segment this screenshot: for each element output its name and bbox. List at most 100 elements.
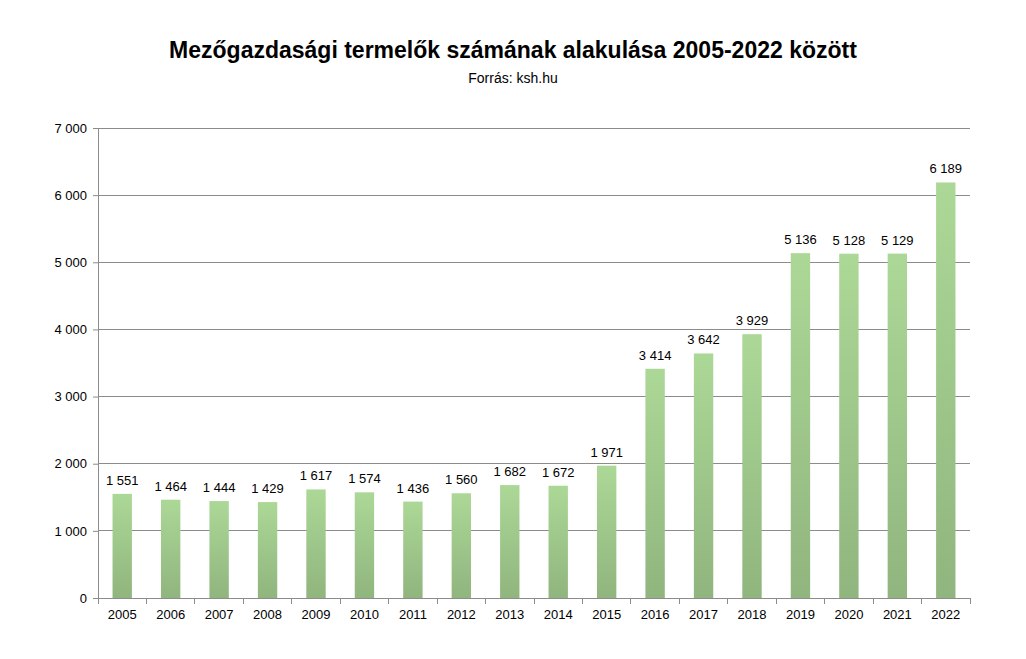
x-tick: 2018 [738,598,767,622]
y-tick-mark [93,598,98,599]
data-label: 1 444 [203,480,236,495]
title: Mezőgazdasági termelők számának alakulás… [169,37,857,63]
bar [403,502,422,598]
data-label: 1 617 [300,468,333,483]
x-tick-label: 2018 [738,607,767,622]
data-label: 3 414 [639,348,672,363]
x-tick-label: 2011 [399,607,427,622]
category-separator [534,598,535,604]
x-tick-label: 2022 [931,607,960,622]
x-tick-label: 2019 [786,607,815,622]
category-separator [388,598,389,604]
y-tick: 4 000 [54,322,98,337]
bar [742,334,761,598]
x-tick: 2011 [399,598,427,622]
category-separator [970,598,971,604]
category-separator [921,598,922,604]
x-tick-label: 2017 [689,607,718,622]
y-tick-label: 7 000 [54,121,87,136]
data-label: 1 682 [494,464,527,479]
data-label: 1 560 [445,472,478,487]
bar [306,489,325,598]
y-tick-mark [93,397,98,398]
category-separator [291,598,292,604]
x-tick-label: 2021 [883,607,912,622]
x-tick: 2012 [447,598,476,622]
category-separator [679,598,680,604]
y-tick-label: 3 000 [54,389,87,404]
y-tick-mark [93,128,98,129]
bar [645,369,664,598]
data-label: 1 436 [397,481,430,496]
data-label: 3 929 [736,313,769,328]
x-tick: 2014 [544,598,573,622]
bar [113,494,132,598]
x-tick: 2020 [834,598,863,622]
category-separator [146,598,147,604]
x-tick-label: 2007 [205,607,234,622]
category-separator [485,598,486,604]
x-tick-label: 2013 [495,607,524,622]
category-separator [340,598,341,604]
x-tick: 2019 [786,598,815,622]
data-label: 1 551 [106,473,139,488]
x-tick-label: 2020 [834,607,863,622]
category-separator [630,598,631,604]
data-label: 1 971 [590,445,623,460]
data-label: 5 136 [784,232,817,247]
x-tick: 2013 [495,598,524,622]
x-tick: 2010 [350,598,379,622]
x-tick: 2006 [156,598,185,622]
y-tick-mark [93,195,98,196]
grid-line [98,128,970,129]
data-label: 1 464 [154,479,187,494]
x-tick-label: 2016 [641,607,670,622]
x-tick-label: 2006 [156,607,185,622]
x-tick-label: 2012 [447,607,476,622]
y-tick: 6 000 [54,188,98,203]
category-separator [243,598,244,604]
bar [936,182,955,598]
x-tick: 2007 [205,598,234,622]
grid-line [98,195,970,196]
x-tick-label: 2014 [544,607,573,622]
x-tick: 2015 [592,598,621,622]
y-tick-label: 4 000 [54,322,87,337]
data-label: 1 429 [251,481,284,496]
bars [113,182,956,598]
x-tick: 2016 [641,598,670,622]
chart: Mezőgazdasági termelők számának alakulás… [0,0,1026,659]
y-tick: 2 000 [54,456,98,471]
data-label: 3 642 [687,332,720,347]
bar [258,502,277,598]
x-tick-label: 2005 [108,607,137,622]
y-tick-label: 2 000 [54,456,87,471]
data-label: 6 189 [930,161,963,176]
bar [888,254,907,598]
y-axis: 01 0002 0003 0004 0005 0006 0007 000 [54,121,98,606]
bar [694,353,713,598]
y-tick-mark [93,464,98,465]
category-separator [98,598,99,604]
x-tick: 2005 [108,598,137,622]
bar [839,254,858,598]
y-tick-label: 5 000 [54,255,87,270]
x-tick: 2017 [689,598,718,622]
y-tick-mark [93,262,98,263]
data-label: 5 128 [833,233,866,248]
x-tick-label: 2015 [592,607,621,622]
plot: 01 0002 0003 0004 0005 0006 0007 0002005… [54,121,970,623]
category-separator [873,598,874,604]
grid [98,128,970,598]
x-axis: 2005200620072008200920102011201220132014… [99,598,971,622]
data-labels: 1 5511 4641 4441 4291 6171 5741 4361 560… [106,161,962,496]
y-tick-label: 0 [80,591,87,606]
bar [549,486,568,598]
bar [791,253,810,598]
x-tick: 2022 [931,598,960,622]
data-label: 5 129 [881,233,914,248]
x-tick-label: 2009 [302,607,331,622]
y-tick: 3 000 [54,389,98,404]
x-tick: 2009 [302,598,331,622]
x-tick: 2021 [883,598,912,622]
